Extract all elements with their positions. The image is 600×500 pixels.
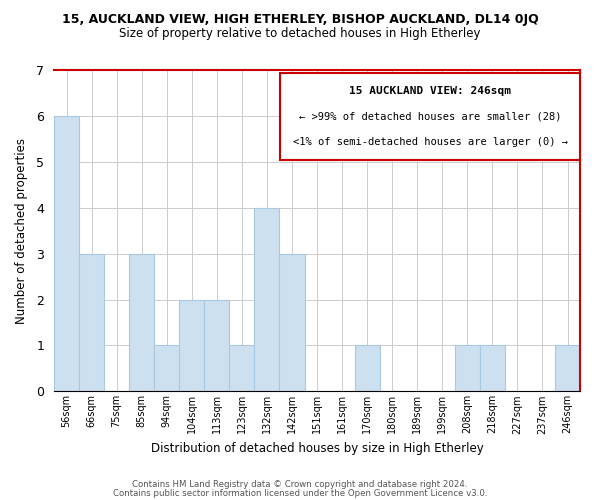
Bar [154, 346, 179, 392]
Text: Contains public sector information licensed under the Open Government Licence v3: Contains public sector information licen… [113, 488, 487, 498]
Bar [254, 208, 280, 392]
Text: ← >99% of detached houses are smaller (28): ← >99% of detached houses are smaller (2… [299, 112, 562, 122]
X-axis label: Distribution of detached houses by size in High Etherley: Distribution of detached houses by size … [151, 442, 484, 455]
Bar [480, 346, 505, 392]
Bar [54, 116, 79, 392]
FancyBboxPatch shape [280, 73, 580, 160]
Bar [555, 346, 580, 392]
Y-axis label: Number of detached properties: Number of detached properties [15, 138, 28, 324]
Text: Size of property relative to detached houses in High Etherley: Size of property relative to detached ho… [119, 28, 481, 40]
Bar [455, 346, 480, 392]
Bar [355, 346, 380, 392]
Text: 15, AUCKLAND VIEW, HIGH ETHERLEY, BISHOP AUCKLAND, DL14 0JQ: 15, AUCKLAND VIEW, HIGH ETHERLEY, BISHOP… [62, 12, 538, 26]
Text: 15 AUCKLAND VIEW: 246sqm: 15 AUCKLAND VIEW: 246sqm [349, 86, 511, 96]
Bar [79, 254, 104, 392]
Bar [179, 300, 205, 392]
Bar [229, 346, 254, 392]
Text: <1% of semi-detached houses are larger (0) →: <1% of semi-detached houses are larger (… [293, 138, 568, 147]
Text: Contains HM Land Registry data © Crown copyright and database right 2024.: Contains HM Land Registry data © Crown c… [132, 480, 468, 489]
Bar [280, 254, 305, 392]
Bar [205, 300, 229, 392]
Bar [129, 254, 154, 392]
